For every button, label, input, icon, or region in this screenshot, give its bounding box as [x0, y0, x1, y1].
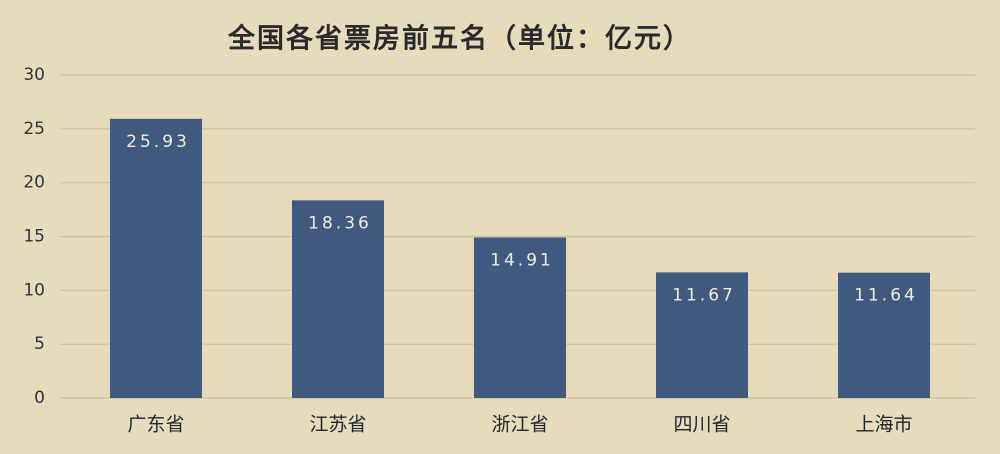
- y-tick-label: 20: [23, 173, 45, 193]
- bar: [110, 118, 202, 398]
- value-label: 14.91: [490, 250, 554, 270]
- bar: [474, 237, 566, 398]
- bar: [292, 200, 384, 398]
- x-tick-label: 广东省: [127, 414, 184, 436]
- y-tick-label: 30: [23, 65, 45, 85]
- bar: [656, 272, 748, 398]
- bar: [838, 272, 930, 398]
- value-label: 18.36: [308, 213, 372, 233]
- y-tick-label: 15: [23, 227, 45, 247]
- y-tick-label: 25: [23, 119, 45, 139]
- x-tick-label: 四川省: [673, 414, 730, 436]
- y-tick-label: 10: [23, 280, 45, 300]
- x-tick-label: 上海市: [855, 414, 912, 436]
- x-tick-label: 浙江省: [491, 414, 548, 436]
- y-tick-label: 0: [34, 388, 45, 408]
- value-label: 11.64: [854, 286, 918, 306]
- y-tick-label: 5: [34, 334, 45, 354]
- value-label: 25.93: [126, 132, 190, 152]
- chart-title: 全国各省票房前五名（单位：亿元）: [227, 23, 692, 55]
- value-label: 11.67: [672, 285, 736, 305]
- x-tick-label: 江苏省: [309, 414, 366, 436]
